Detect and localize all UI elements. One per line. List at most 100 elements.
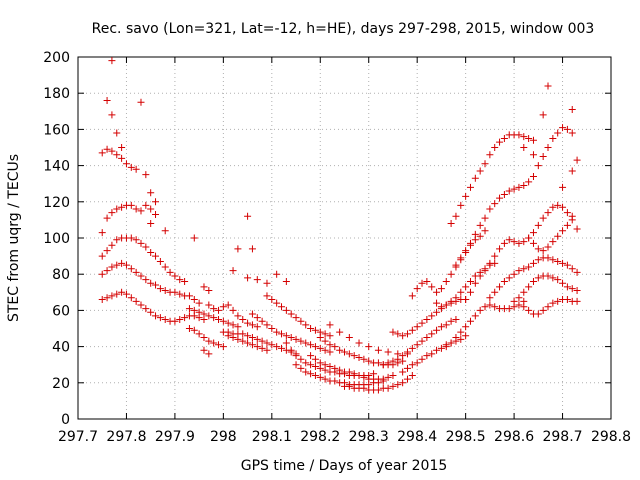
data-point	[437, 303, 445, 311]
data-point	[98, 270, 106, 278]
data-point	[205, 337, 213, 345]
data-point	[316, 344, 324, 352]
data-point	[244, 339, 252, 347]
data-point	[258, 344, 266, 352]
data-point	[418, 279, 426, 287]
data-point	[486, 301, 494, 309]
data-point	[108, 111, 116, 119]
data-point	[108, 57, 116, 65]
data-point	[98, 296, 106, 304]
data-point	[229, 321, 237, 329]
data-point	[520, 133, 528, 141]
data-point	[433, 299, 441, 307]
data-point	[374, 359, 382, 367]
data-point	[491, 200, 499, 208]
data-point	[273, 343, 281, 351]
data-point	[287, 310, 295, 318]
data-point	[122, 290, 130, 298]
data-point	[219, 303, 227, 311]
data-point	[147, 220, 155, 228]
data-point	[559, 203, 567, 211]
data-point	[563, 283, 571, 291]
data-point	[384, 384, 392, 392]
data-point	[510, 185, 518, 193]
data-point	[559, 259, 567, 267]
data-point	[98, 149, 106, 157]
data-point	[166, 268, 174, 276]
data-point	[549, 134, 557, 142]
data-point	[311, 363, 319, 371]
data-point	[244, 319, 252, 327]
data-point	[462, 283, 470, 291]
data-point	[559, 279, 567, 287]
data-point	[239, 330, 247, 338]
y-tick-labels: 0 20 40 60 80 100 120 140 160 180 200	[43, 50, 70, 428]
data-point	[326, 332, 334, 340]
data-point	[98, 252, 106, 260]
data-point	[229, 267, 237, 275]
data-point	[529, 229, 537, 237]
data-point	[452, 261, 460, 269]
data-point	[360, 373, 368, 381]
data-point	[462, 247, 470, 255]
data-point	[539, 247, 547, 255]
data-point	[374, 346, 382, 354]
data-point	[457, 288, 465, 296]
data-point	[476, 232, 484, 240]
data-point	[394, 381, 402, 389]
data-point	[278, 330, 286, 338]
data-point	[103, 214, 111, 222]
data-point	[248, 245, 256, 253]
data-point	[573, 297, 581, 305]
data-point	[316, 373, 324, 381]
data-point	[544, 254, 552, 262]
data-point	[500, 277, 508, 285]
data-point	[321, 337, 329, 345]
data-point	[466, 183, 474, 191]
data-point	[147, 308, 155, 316]
data-point	[433, 308, 441, 316]
data-point	[549, 274, 557, 282]
data-point	[278, 303, 286, 311]
data-point	[103, 267, 111, 275]
x-tick-label: 298.1	[252, 429, 292, 445]
data-point	[268, 341, 276, 349]
x-tick-label: 298.6	[494, 429, 534, 445]
data-point	[263, 321, 271, 329]
data-point	[379, 375, 387, 383]
data-point	[253, 343, 261, 351]
data-point	[253, 335, 261, 343]
data-point	[113, 236, 121, 244]
y-tick-label: 20	[52, 376, 70, 392]
data-point	[302, 321, 310, 329]
data-point	[481, 160, 489, 168]
data-point	[326, 341, 334, 349]
data-point	[171, 272, 179, 280]
data-point	[549, 299, 557, 307]
data-point	[544, 144, 552, 151]
data-point	[563, 261, 571, 269]
data-point	[437, 323, 445, 331]
data-point	[437, 285, 445, 293]
data-point	[152, 198, 160, 206]
data-point	[466, 239, 474, 247]
data-point	[496, 138, 504, 146]
data-point	[302, 368, 310, 376]
data-point	[137, 207, 145, 215]
data-point	[534, 256, 542, 264]
data-point	[360, 355, 368, 363]
data-point	[326, 321, 334, 329]
data-point	[147, 205, 155, 213]
data-point	[568, 285, 576, 293]
data-point	[428, 283, 436, 291]
data-point	[292, 335, 300, 343]
data-point	[248, 310, 256, 318]
data-point	[442, 277, 450, 285]
chart-title: Rec. savo (Lon=321, Lat=-12, h=HE), days…	[92, 21, 595, 37]
data-point	[510, 238, 518, 246]
data-point	[185, 292, 193, 300]
data-point	[525, 234, 533, 242]
data-point	[103, 96, 111, 104]
data-point	[529, 151, 537, 159]
data-point	[152, 281, 160, 289]
